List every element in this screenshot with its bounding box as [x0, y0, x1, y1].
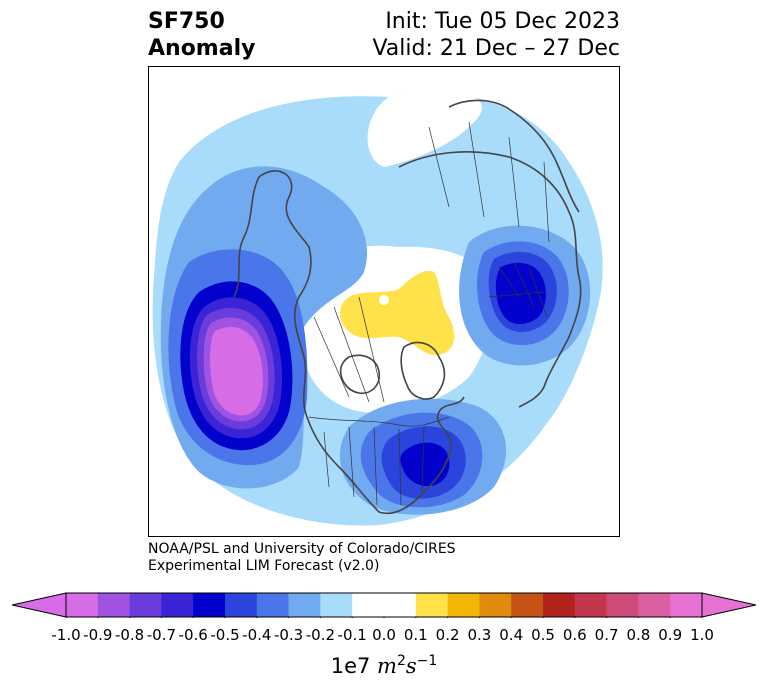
colorbar-bin [66, 593, 99, 617]
colorbar-bin [415, 593, 448, 617]
colorbar-tick-label: 1.0 [690, 626, 714, 644]
colorbar-tick-label: -0.2 [305, 626, 336, 644]
anomaly-map [149, 67, 619, 536]
border-europe-countries [488, 261, 548, 318]
anomaly-title: Anomaly [148, 36, 256, 61]
colorbar-tick-label: -1.0 [51, 626, 81, 644]
colorbar-tick-label: 0.9 [658, 626, 683, 644]
colorbar-bin [479, 593, 512, 617]
colorbar-bin [606, 593, 639, 617]
title-right: Init: Tue 05 Dec 2023 Valid: 21 Dec – 27… [372, 8, 620, 62]
map-panel [148, 66, 620, 537]
colorbar-bin [161, 593, 194, 617]
colorbar-tick-label: -0.8 [114, 626, 145, 644]
colorbar-tick-label: 0.7 [594, 626, 619, 644]
colorbar-bin [256, 593, 289, 617]
colorbar-tick-label: -0.4 [242, 626, 272, 644]
colorbar-bin [225, 593, 258, 617]
border-us-canada [308, 416, 450, 427]
colorbar-bin [574, 593, 607, 617]
coastline-greenland [400, 341, 446, 400]
colorbar-tick-label: -0.1 [337, 626, 367, 644]
colorbar-tick-label: -0.9 [83, 626, 113, 644]
coastline-asia-east [448, 99, 580, 213]
colorbar-bin [288, 593, 321, 617]
colorbar-tick-label: -0.3 [273, 626, 304, 644]
colorbar-tick-label: -0.5 [210, 626, 240, 644]
units-s: s [405, 654, 417, 678]
units-m: m [377, 654, 397, 678]
colorbar-tick-label: 0.4 [499, 626, 524, 644]
colorbar-tick-label: -0.7 [146, 626, 177, 644]
border-russia-regions [428, 121, 550, 243]
colorbar-bin [97, 593, 130, 617]
valid-range: Valid: 21 Dec – 27 Dec [372, 36, 620, 61]
colorbar-bin [447, 593, 480, 617]
contour-white-north-top [367, 91, 482, 167]
init-date: Init: Tue 05 Dec 2023 [385, 9, 620, 34]
contour-arctic-high-0.1 [339, 270, 455, 356]
colorbar-under-arrow [12, 592, 67, 618]
colorbar-bin [352, 593, 385, 617]
colorbar-tick-label: 0.8 [626, 626, 651, 644]
variable-title: SF750 [148, 9, 225, 34]
coastline-alaska [233, 176, 260, 298]
colorbar-tick-label: 0.6 [562, 626, 587, 644]
border-us-states [323, 426, 425, 506]
colorbar-bin [543, 593, 576, 617]
colorbar-bin [511, 593, 544, 617]
coastline-north-america [258, 170, 465, 515]
contour-pacific-0.9 [210, 326, 263, 416]
colorbar-tick-label: -0.6 [178, 626, 208, 644]
colorbar-tick-label: 0.2 [435, 626, 460, 644]
credit-line-2: Experimental LIM Forecast (v2.0) [148, 558, 380, 574]
units-s-exponent: −1 [416, 653, 438, 669]
colorbar-tick-label: 0.0 [372, 626, 396, 644]
political-borders [308, 121, 550, 506]
colorbar-outline [65, 592, 703, 618]
colorbar-bin [320, 593, 353, 617]
colorbar-bin [384, 593, 417, 617]
pole-marker [379, 295, 389, 305]
colorbar-bin [193, 593, 226, 617]
credit-block: NOAA/PSL and University of Colorado/CIRE… [148, 541, 456, 575]
credit-line-1: NOAA/PSL and University of Colorado/CIRE… [148, 541, 456, 557]
coastline-eurasia [398, 151, 582, 408]
colorbar-tick-labels: -1.0 -0.9 -0.8 -0.7 -0.6 -0.5 -0.4 -0.3 -0.2 -0.1… [0, 626, 768, 644]
contour-europe-0.5 [495, 262, 546, 324]
units-prefix: 1e7 [330, 654, 378, 678]
colorbar-bin [638, 593, 671, 617]
colorbar-bin [129, 593, 162, 617]
colorbar-bin [670, 593, 703, 617]
border-canada-provinces [313, 296, 385, 403]
colorbar [12, 592, 756, 618]
colorbar-over-arrow [701, 592, 756, 618]
title-left: SF750 Anomaly [148, 8, 255, 62]
colorbar-units: 1e7 m2s−1 [0, 648, 768, 679]
colorbar-tick-label: 0.3 [467, 626, 492, 644]
units-m-exponent: 2 [396, 653, 406, 669]
contour-eastus-0.5 [400, 442, 450, 487]
colorbar-tick-label: 0.5 [531, 626, 555, 644]
colorbar-tick-label: 0.1 [403, 626, 428, 644]
colorbar-bins [65, 593, 703, 618]
